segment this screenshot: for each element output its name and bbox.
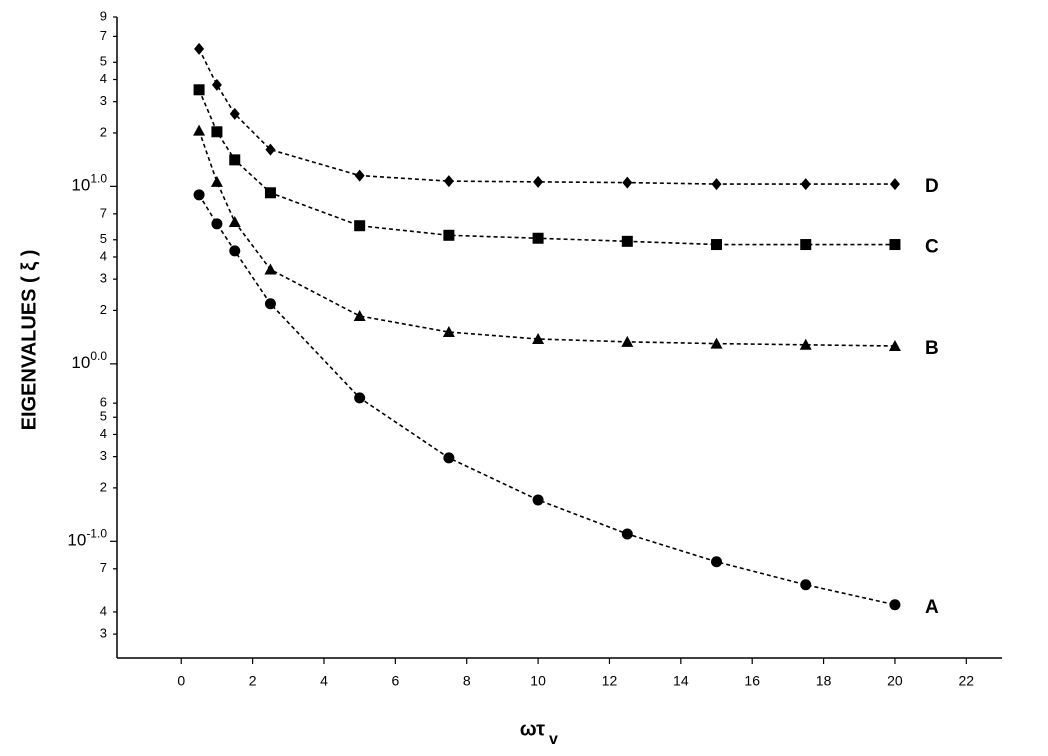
x-tick-label: 16 [744, 673, 760, 689]
marker [443, 175, 454, 188]
series-label: D [925, 176, 939, 197]
series-label: C [925, 237, 939, 258]
marker [265, 143, 276, 156]
series-line [198, 48, 895, 185]
x-tick-label: 0 [177, 673, 185, 689]
marker [211, 126, 223, 138]
marker [889, 239, 901, 251]
marker [193, 124, 206, 136]
y-tick-label: 101.0 [71, 172, 107, 195]
y-axis-label: EIGENVALUES ( ξ ) [18, 250, 40, 431]
y-tick-label: 4 [100, 426, 107, 441]
x-axis-label: ωτ [520, 718, 545, 740]
y-tick-label: 2 [100, 302, 107, 317]
marker [711, 178, 722, 191]
marker [211, 78, 222, 91]
marker [354, 220, 366, 232]
y-tick-label: 9 [100, 8, 107, 23]
marker [711, 239, 723, 251]
y-tick-label: 5 [100, 54, 107, 69]
x-tick-label: 12 [602, 673, 618, 689]
x-tick-label: 18 [816, 673, 832, 689]
marker [228, 215, 241, 227]
x-tick-label: 10 [530, 673, 546, 689]
marker [443, 452, 455, 464]
y-tick-label: 4 [100, 603, 107, 618]
marker [532, 494, 544, 506]
y-tick-label: 4 [100, 71, 107, 86]
marker [621, 528, 633, 540]
y-tick-label: 7 [100, 205, 107, 220]
marker [210, 175, 223, 187]
marker [622, 176, 633, 189]
marker [264, 263, 277, 275]
marker [533, 175, 544, 188]
marker [710, 337, 723, 349]
y-tick-label: 3 [100, 271, 107, 286]
series-line [198, 89, 895, 246]
x-tick-label: 20 [887, 673, 903, 689]
series-label: A [925, 597, 939, 618]
y-tick-label: 6 [100, 395, 107, 410]
y-tick-label: 4 [100, 248, 107, 263]
y-tick-label: 7 [100, 28, 107, 43]
marker [229, 245, 241, 257]
marker [711, 556, 723, 568]
x-tick-label: 8 [463, 673, 471, 689]
x-tick-label: 14 [673, 673, 689, 689]
marker [532, 333, 545, 345]
marker [443, 229, 455, 241]
marker [354, 392, 366, 404]
marker [194, 42, 205, 55]
x-tick-label: 2 [249, 673, 257, 689]
marker [211, 218, 223, 230]
y-tick-label: 3 [100, 448, 107, 463]
y-tick-label: 2 [100, 124, 107, 139]
marker [532, 232, 544, 244]
x-tick-label: 22 [959, 673, 975, 689]
marker [229, 154, 241, 166]
y-tick-label: 3 [100, 93, 107, 108]
series-label: B [925, 338, 939, 359]
y-tick-label: 7 [100, 560, 107, 575]
y-tick-label: 10-1.0 [67, 526, 107, 549]
series-line [198, 194, 896, 606]
marker [621, 235, 633, 247]
marker [889, 599, 901, 611]
marker [193, 84, 205, 96]
marker [799, 338, 812, 350]
marker [800, 579, 812, 591]
marker [229, 107, 240, 120]
y-tick-label: 2 [100, 479, 107, 494]
y-tick-label: 5 [100, 231, 107, 246]
y-tick-label: 100.0 [71, 349, 107, 372]
y-tick-label: 5 [100, 409, 107, 424]
marker [888, 340, 901, 352]
marker [889, 178, 900, 191]
y-tick-label: 3 [100, 626, 107, 641]
marker [354, 169, 365, 182]
x-tick-label: 6 [391, 673, 399, 689]
marker [264, 187, 276, 199]
marker [621, 335, 634, 347]
marker [800, 178, 811, 191]
marker [264, 298, 276, 310]
series-line [198, 130, 895, 347]
marker [800, 239, 812, 251]
x-axis-label-subscript: v [549, 731, 558, 748]
marker [193, 189, 205, 201]
marker [442, 326, 455, 338]
x-tick-label: 4 [320, 673, 328, 689]
marker [353, 309, 366, 321]
